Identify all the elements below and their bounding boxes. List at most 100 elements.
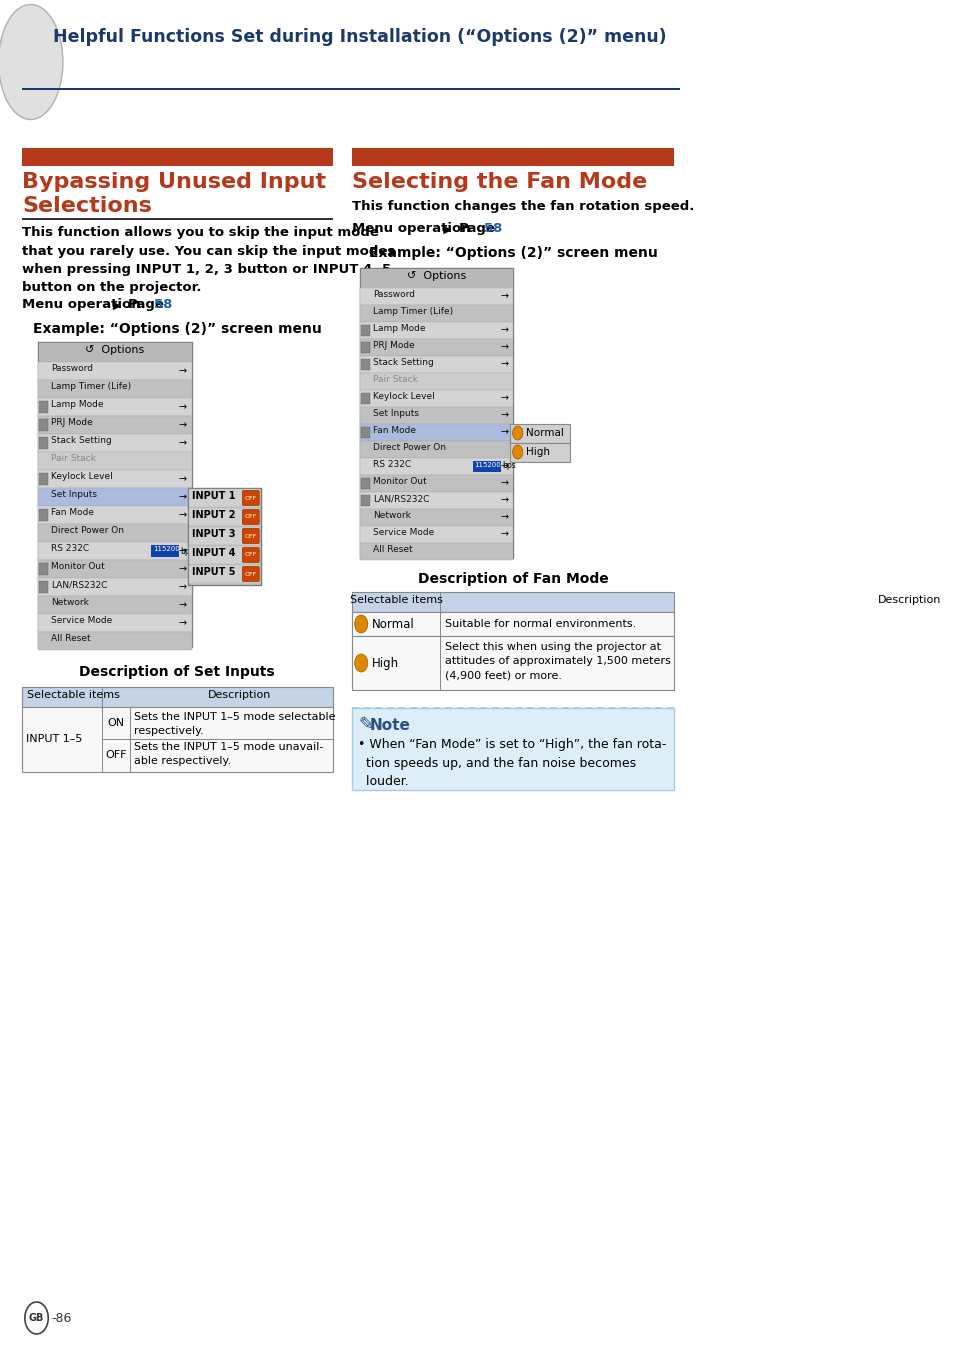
Text: All Reset: All Reset <box>373 545 412 555</box>
Bar <box>38 560 192 577</box>
Text: Selecting the Fan Mode: Selecting the Fan Mode <box>352 172 647 192</box>
Text: Lamp Mode: Lamp Mode <box>373 324 425 332</box>
Text: All Reset: All Reset <box>51 634 91 643</box>
Text: Note: Note <box>370 717 411 734</box>
Text: Direct Power On: Direct Power On <box>373 443 445 452</box>
Text: 115200: 115200 <box>152 546 179 552</box>
Text: OFF: OFF <box>244 514 256 520</box>
Text: →: → <box>178 618 187 629</box>
FancyBboxPatch shape <box>242 548 259 563</box>
Text: Description of Fan Mode: Description of Fan Mode <box>417 572 608 586</box>
Text: →: → <box>178 600 187 610</box>
Text: →: → <box>499 529 508 538</box>
Text: LAN/RS232C: LAN/RS232C <box>373 494 429 503</box>
Bar <box>359 390 513 406</box>
Bar <box>359 406 513 424</box>
Bar <box>38 362 192 380</box>
Bar <box>359 526 513 542</box>
Text: Pair Stack: Pair Stack <box>51 454 96 463</box>
Text: High: High <box>371 657 398 669</box>
Bar <box>361 359 370 370</box>
Bar <box>39 563 49 575</box>
Text: Service Mode: Service Mode <box>373 528 434 537</box>
Text: Set Inputs: Set Inputs <box>373 409 418 419</box>
Text: 58: 58 <box>483 222 502 236</box>
Text: LAN/RS232C: LAN/RS232C <box>51 580 108 590</box>
Text: →: → <box>178 437 187 448</box>
Text: Monitor Out: Monitor Out <box>51 563 105 571</box>
Text: →: → <box>178 493 187 502</box>
Text: Example: “Options (2)” screen menu: Example: “Options (2)” screen menu <box>32 322 321 336</box>
Bar <box>38 416 192 433</box>
Text: bps: bps <box>180 546 194 556</box>
Bar <box>38 542 192 560</box>
Bar <box>359 339 513 355</box>
Bar <box>361 342 370 353</box>
Text: →: → <box>178 546 187 556</box>
Text: 58: 58 <box>153 297 172 311</box>
Bar <box>361 324 370 336</box>
Bar <box>189 507 260 526</box>
Text: →: → <box>499 511 508 522</box>
Text: OFF: OFF <box>244 533 256 538</box>
Circle shape <box>25 1302 49 1334</box>
Bar <box>39 581 49 594</box>
Bar <box>359 373 513 390</box>
Bar <box>359 306 513 322</box>
Text: bps: bps <box>502 462 516 471</box>
Bar <box>359 441 513 458</box>
Circle shape <box>512 425 522 440</box>
Text: →: → <box>499 342 508 353</box>
Text: INPUT 1: INPUT 1 <box>192 491 234 501</box>
Bar <box>38 342 192 362</box>
Text: Description of Set Inputs: Description of Set Inputs <box>79 665 274 678</box>
Text: This function changes the fan rotation speed.: This function changes the fan rotation s… <box>352 201 694 213</box>
Bar <box>352 592 674 612</box>
Text: OFF: OFF <box>244 552 256 557</box>
Bar <box>359 493 513 509</box>
FancyBboxPatch shape <box>242 529 259 544</box>
Bar <box>38 506 192 524</box>
Text: →: → <box>178 510 187 520</box>
Text: Stack Setting: Stack Setting <box>51 436 112 446</box>
Text: OFF: OFF <box>244 572 256 576</box>
Text: →: → <box>499 478 508 489</box>
Text: High: High <box>525 447 549 458</box>
Text: Normal: Normal <box>525 428 563 437</box>
FancyBboxPatch shape <box>242 567 259 581</box>
Text: Menu operation: Menu operation <box>352 222 471 236</box>
Text: Selectable items: Selectable items <box>27 690 119 700</box>
Bar <box>189 546 260 564</box>
Text: ↺  Options: ↺ Options <box>407 271 466 281</box>
Bar <box>38 614 192 633</box>
Text: →: → <box>499 324 508 335</box>
Text: Lamp Mode: Lamp Mode <box>51 400 104 409</box>
Text: INPUT 5: INPUT 5 <box>192 567 234 577</box>
Text: Menu operation: Menu operation <box>22 297 140 311</box>
Text: This function allows you to skip the input mode
that you rarely use. You can ski: This function allows you to skip the inp… <box>22 226 395 295</box>
Bar <box>22 148 333 166</box>
Text: OFF: OFF <box>106 750 127 760</box>
Text: Sets the INPUT 1–5 mode unavail-
able respectively.: Sets the INPUT 1–5 mode unavail- able re… <box>133 742 323 766</box>
Text: • When “Fan Mode” is set to “High”, the fan rota-
  tion speeds up, and the fan : • When “Fan Mode” is set to “High”, the … <box>358 738 666 787</box>
Bar <box>189 565 260 583</box>
Text: Password: Password <box>51 363 93 373</box>
Text: Stack Setting: Stack Setting <box>373 358 434 367</box>
Bar <box>359 424 513 441</box>
Text: Pair Stack: Pair Stack <box>373 376 417 384</box>
Text: →: → <box>178 474 187 485</box>
Text: PRJ Mode: PRJ Mode <box>51 419 92 427</box>
Text: PRJ Mode: PRJ Mode <box>373 341 415 350</box>
Bar <box>38 489 192 506</box>
Bar <box>352 708 674 790</box>
Bar <box>38 380 192 398</box>
Bar <box>38 470 192 489</box>
Text: Password: Password <box>373 289 415 299</box>
Text: Lamp Timer (Life): Lamp Timer (Life) <box>373 307 453 316</box>
Bar <box>22 707 333 773</box>
Circle shape <box>355 615 368 633</box>
Text: RS 232C: RS 232C <box>51 544 90 553</box>
Text: Lamp Timer (Life): Lamp Timer (Life) <box>51 382 132 390</box>
Bar <box>361 495 370 506</box>
Text: Suitable for normal environments.: Suitable for normal environments. <box>444 619 635 629</box>
